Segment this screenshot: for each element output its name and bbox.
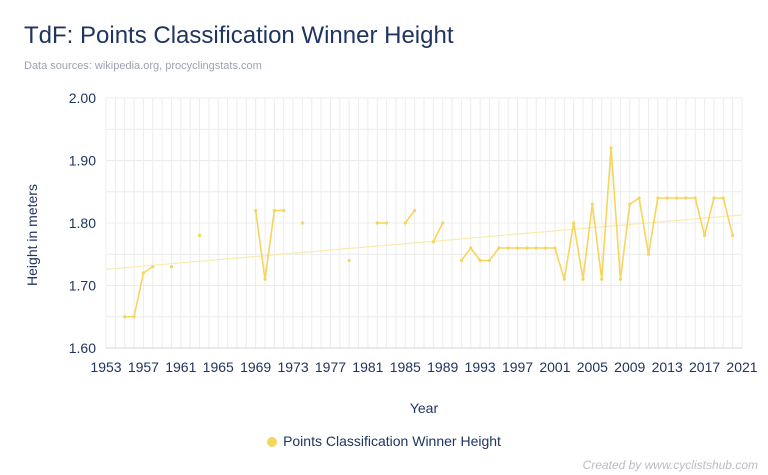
data-point [197,233,202,238]
data-point [609,146,613,150]
data-point [618,277,623,281]
y-tick-label: 1.60 [69,340,96,356]
grid-layer [105,97,743,349]
x-tick-label: 2021 [726,359,757,375]
data-point [478,258,482,263]
data-point [132,315,136,319]
data-point [721,196,725,200]
data-point [263,277,267,281]
data-point [534,246,538,250]
series-line-segment [432,222,444,243]
data-point [731,233,735,238]
legend-label: Points Classification Winner Height [283,433,501,449]
data-point [375,221,379,225]
x-tick-label: 2005 [577,359,608,375]
data-point [712,196,716,200]
series-line-segment [254,209,284,281]
x-tick-label: 2001 [539,359,570,375]
data-point [151,265,155,269]
x-tick-label: 2013 [652,359,683,375]
x-tick-label: 1977 [315,359,346,375]
x-tick-label: 1993 [465,359,496,375]
data-point [282,208,286,213]
data-point [487,258,492,263]
data-point [693,196,697,200]
data-point [300,221,305,225]
data-point [674,196,679,200]
data-point [553,246,557,250]
x-tick-label: 2009 [614,359,645,375]
data-point [384,221,389,225]
x-tick-label: 1957 [128,359,159,375]
y-tick-label: 1.80 [69,215,96,231]
x-tick-label: 1981 [352,359,383,375]
data-point [515,246,520,250]
data-point [572,221,576,225]
data-point [413,208,417,213]
trendline [105,214,743,270]
data-point [459,258,464,263]
x-tick-label: 1965 [203,359,234,375]
series-line-segment [124,266,154,318]
data-point [581,277,585,281]
y-tick-label: 1.70 [69,278,96,294]
data-point [169,265,174,269]
data-point [123,315,127,319]
x-tick-label: 1969 [240,359,271,375]
legend[interactable]: Points Classification Winner Height [0,433,768,449]
x-tick-label: 2017 [689,359,720,375]
x-tick-label: 1997 [502,359,533,375]
chart-subtitle: Data sources: wikipedia.org, procyclings… [24,60,262,72]
data-point [469,246,473,250]
y-tick-label: 1.90 [69,153,96,169]
y-axis-label-wrap: Height in meters [20,160,44,310]
x-tick-label: 1989 [427,359,458,375]
credit-text: Created by www.cyclistshub.com [582,458,758,472]
x-tick-label: 1973 [277,359,308,375]
data-point [254,208,258,213]
data-point [656,196,660,200]
data-point [347,258,351,263]
x-tick-label: 1961 [165,359,196,375]
data-point [702,233,707,238]
data-point [665,196,669,200]
data-point [403,221,407,225]
series-line-segment [404,210,416,224]
data-point [525,246,529,250]
data-point [441,221,445,225]
x-axis-label: Year [409,400,439,416]
y-axis-label: Height in meters [24,184,40,286]
data-point [562,277,566,281]
data-point [628,202,632,206]
data-point [637,196,641,200]
x-tick-label: 1953 [90,359,121,375]
chart-title: TdF: Points Classification Winner Height [24,22,454,49]
x-tick-label: 1985 [390,359,421,375]
data-point [684,196,688,200]
data-point [272,208,276,213]
y-tick-label: 2.00 [69,90,96,106]
series-layer [123,146,735,319]
data-point [431,240,435,244]
data-point [646,252,651,256]
series-line-segment [460,147,734,281]
data-point [141,271,146,275]
legend-marker-icon [267,437,278,447]
data-point [506,246,510,250]
data-point [590,202,594,206]
data-point [497,246,501,250]
trendline-layer [105,214,743,270]
data-point [543,246,548,250]
tick-layer: 1.60 1.70 1.80 1.90 2.00 1953 1957 1961 1965 1969… [69,90,758,375]
data-point [600,277,604,281]
